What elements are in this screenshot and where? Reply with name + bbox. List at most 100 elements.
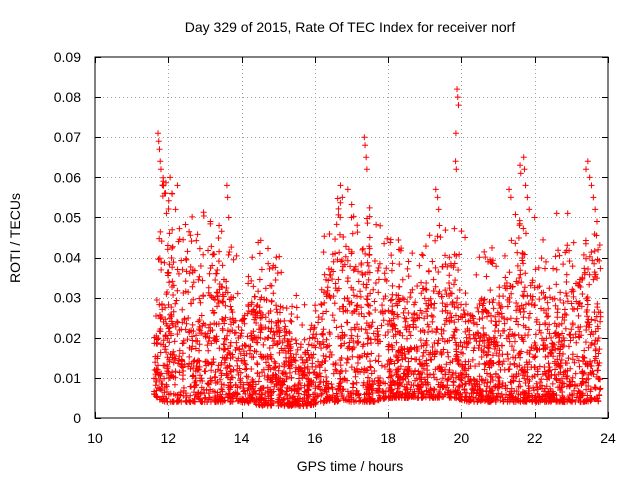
- data-point: [402, 354, 409, 361]
- data-point: [241, 342, 248, 349]
- data-point: [485, 392, 492, 399]
- data-point: [586, 253, 593, 260]
- data-point: [372, 357, 379, 364]
- data-point: [485, 310, 492, 317]
- data-point: [444, 349, 451, 356]
- data-point: [365, 276, 372, 283]
- data-point: [543, 310, 550, 317]
- data-point: [306, 383, 313, 390]
- data-point: [473, 271, 480, 278]
- data-point: [522, 270, 529, 277]
- data-point: [332, 366, 339, 373]
- data-point: [447, 310, 454, 317]
- data-point: [520, 225, 527, 232]
- data-point: [427, 356, 434, 363]
- data-point: [329, 276, 336, 283]
- data-point: [516, 378, 523, 385]
- data-point: [360, 245, 367, 252]
- data-point: [419, 285, 426, 292]
- data-point: [553, 210, 560, 217]
- data-point: [474, 321, 481, 328]
- data-point: [250, 283, 257, 290]
- data-point: [195, 389, 202, 396]
- data-point: [349, 353, 356, 360]
- data-point: [582, 379, 589, 386]
- data-point: [373, 221, 380, 228]
- data-point: [216, 248, 223, 255]
- data-point: [204, 342, 211, 349]
- data-point: [420, 365, 427, 372]
- data-point: [558, 384, 565, 391]
- data-point: [381, 240, 388, 247]
- data-point: [241, 352, 248, 359]
- data-point: [575, 282, 582, 289]
- data-point: [196, 341, 203, 348]
- data-point: [573, 339, 580, 346]
- data-point: [440, 327, 447, 334]
- data-point: [179, 376, 186, 383]
- data-point: [212, 336, 219, 343]
- data-point: [554, 309, 561, 316]
- data-point: [211, 373, 218, 380]
- data-point: [439, 308, 446, 315]
- data-point: [516, 220, 523, 227]
- data-point: [450, 332, 457, 339]
- data-point: [295, 375, 302, 382]
- data-point: [546, 397, 553, 404]
- data-point: [186, 228, 193, 235]
- data-point: [227, 376, 234, 383]
- data-point: [456, 361, 463, 368]
- data-point: [595, 246, 602, 253]
- data-point: [486, 299, 493, 306]
- data-point: [466, 331, 473, 338]
- data-point: [404, 367, 411, 374]
- data-point: [346, 339, 353, 346]
- data-point: [184, 248, 191, 255]
- data-point: [457, 370, 464, 377]
- data-point: [195, 276, 202, 283]
- data-point: [188, 238, 195, 245]
- data-point: [524, 361, 531, 368]
- data-point: [457, 339, 464, 346]
- data-point: [319, 359, 326, 366]
- data-point: [301, 301, 308, 308]
- data-point: [276, 309, 283, 316]
- data-point: [586, 281, 593, 288]
- data-point: [330, 361, 337, 368]
- data-point: [435, 269, 442, 276]
- data-point: [491, 338, 498, 345]
- data-point: [492, 371, 499, 378]
- data-point: [508, 343, 515, 350]
- data-point: [348, 214, 355, 221]
- data-point: [563, 247, 570, 254]
- data-point: [442, 252, 449, 259]
- data-point: [247, 343, 254, 350]
- data-point: [151, 366, 158, 373]
- data-point: [384, 328, 391, 335]
- y-tick-label: 0: [73, 410, 81, 426]
- data-point: [366, 252, 373, 259]
- data-point: [567, 378, 574, 385]
- data-point: [542, 293, 549, 300]
- data-point: [424, 305, 431, 312]
- data-point: [463, 344, 470, 351]
- data-point: [337, 342, 344, 349]
- data-point: [249, 307, 256, 314]
- data-point: [206, 394, 213, 401]
- data-point: [470, 394, 477, 401]
- data-point: [521, 288, 528, 295]
- data-point: [559, 388, 566, 395]
- data-point: [496, 311, 503, 318]
- data-point: [370, 330, 377, 337]
- data-point: [316, 383, 323, 390]
- data-point: [321, 233, 328, 240]
- data-point: [531, 354, 538, 361]
- data-point: [253, 320, 260, 327]
- data-point: [529, 279, 536, 286]
- data-point: [528, 392, 535, 399]
- data-point: [304, 347, 311, 354]
- data-point: [182, 390, 189, 397]
- data-point: [228, 296, 235, 303]
- data-point: [357, 288, 364, 295]
- data-point: [476, 301, 483, 307]
